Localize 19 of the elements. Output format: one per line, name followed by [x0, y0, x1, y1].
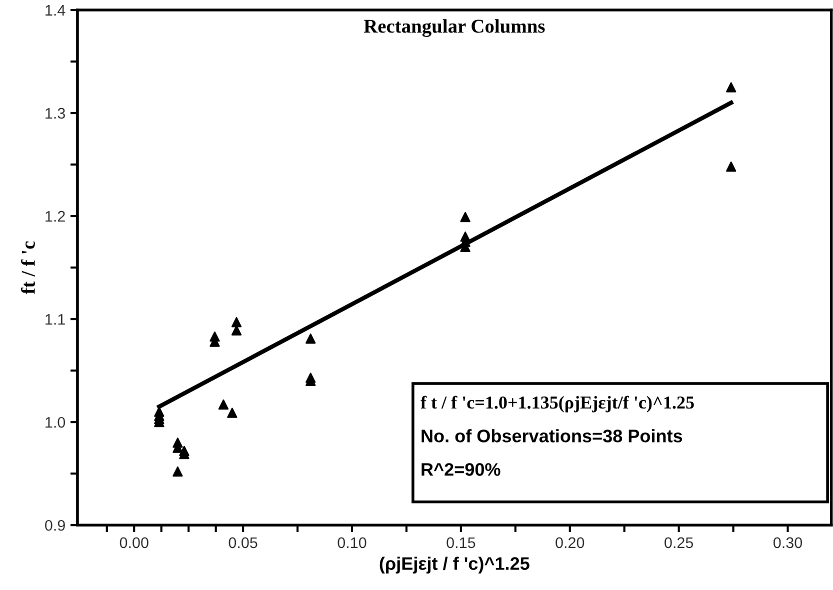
- x-tick-label: 0.25: [664, 537, 694, 548]
- y-tick-label: 1.2: [46, 210, 65, 222]
- y-tick-label: 1.0: [46, 416, 66, 428]
- x-axis-title: (ρjEjεjt / f 'c)^1.25: [380, 556, 530, 574]
- y-tick-label: 1.4: [46, 5, 66, 16]
- x-tick-label: 0.05: [228, 537, 258, 548]
- annotation: f t / f 'c=1.0+1.135(ρjEjεjt/f 'c)^1.25: [420, 396, 694, 412]
- y-tick-label: 1.1: [46, 314, 65, 325]
- x-tick-label: 0.00: [120, 537, 148, 548]
- y-axis-title: ft / f 'c: [21, 241, 35, 294]
- x-tick-label: 0.30: [773, 537, 802, 548]
- chart-title: Rectangular Columns: [364, 19, 545, 37]
- annotation: R^2=90%: [422, 463, 500, 476]
- x-tick-label: 0.15: [446, 537, 476, 548]
- y-tick-label: 0.9: [45, 520, 65, 531]
- annotation: No. of Observations=38 Points: [422, 429, 682, 442]
- y-tick-label: 1.3: [46, 108, 65, 119]
- x-tick-label: 0.20: [556, 537, 584, 548]
- x-tick-label: 0.10: [338, 537, 366, 548]
